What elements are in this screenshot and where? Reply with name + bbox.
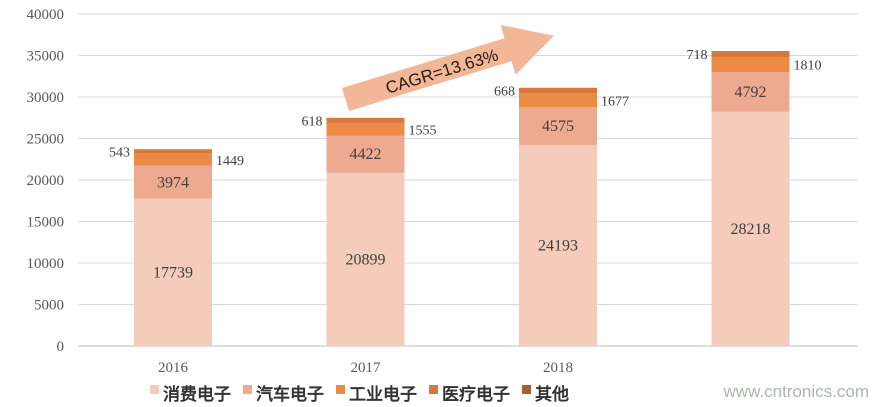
arrow-shape (342, 24, 554, 111)
y-tick-label: 40000 (27, 7, 65, 23)
y-tick-label: 30000 (27, 90, 65, 106)
data-label: 668 (494, 85, 515, 100)
data-label: 1449 (216, 154, 244, 169)
bar-segment (711, 51, 790, 57)
legend-item: 医疗电子 (429, 380, 510, 405)
data-label: 3974 (157, 174, 189, 191)
legend-swatch (243, 385, 252, 394)
data-label: 718 (687, 48, 708, 63)
legend-swatch (150, 385, 159, 394)
legend-item: 消费电子 (150, 380, 231, 405)
legend-label: 消费电子 (163, 385, 231, 405)
bar-segment (519, 87, 597, 94)
y-tick-label: 25000 (27, 132, 65, 148)
x-tick-label: 2017 (351, 360, 382, 376)
bar-segment (326, 135, 405, 173)
y-tick-label: 15000 (27, 215, 65, 231)
data-label: 4792 (735, 84, 767, 101)
bar-segment (519, 107, 597, 146)
bar-segment (519, 145, 597, 346)
data-label: 20899 (346, 251, 386, 268)
legend-swatch (336, 385, 345, 394)
legend-label: 医疗电子 (442, 385, 510, 405)
y-tick-label: 0 (57, 339, 65, 355)
y-tick-label: 10000 (27, 256, 65, 272)
y-tick-label: 20000 (27, 173, 65, 189)
y-tick-label: 5000 (34, 298, 64, 314)
legend-item: 其他 (522, 380, 569, 405)
legend-item: 汽车电子 (243, 380, 324, 405)
data-label: 24193 (538, 238, 578, 255)
bar-segment (134, 198, 212, 346)
bar-segment (326, 117, 405, 123)
bar-segment (326, 122, 405, 136)
bar-segment (134, 165, 212, 199)
data-label: 1810 (794, 59, 822, 74)
data-label: 4422 (350, 146, 382, 163)
bar-segment (326, 172, 405, 346)
watermark: www.cntronics.com (723, 382, 869, 401)
legend-item: 工业电子 (336, 380, 417, 405)
data-label: 1677 (601, 94, 629, 109)
y-tick-label: 35000 (27, 49, 65, 65)
x-tick-label: 2016 (158, 360, 189, 376)
data-label: 1555 (409, 123, 437, 138)
bar-segment (134, 153, 212, 166)
legend-swatch (522, 385, 531, 394)
data-label: 17739 (153, 264, 193, 281)
bar-segment (711, 56, 790, 73)
legend: 消费电子 汽车电子 工业电子 医疗电子 其他 (150, 380, 569, 405)
data-label: 28218 (731, 221, 771, 238)
legend-label: 工业电子 (349, 385, 417, 405)
bar-segment (519, 93, 597, 108)
bar-segment (711, 72, 790, 112)
x-tick-label: 2018 (543, 360, 573, 376)
data-label: 543 (109, 146, 130, 161)
legend-swatch (429, 385, 438, 394)
legend-label: 汽车电子 (256, 385, 324, 405)
bar-segment (134, 149, 212, 154)
legend-label: 其他 (535, 385, 569, 405)
data-label: 4575 (542, 118, 574, 135)
bar-segment (711, 111, 790, 346)
data-label: 618 (302, 114, 323, 129)
